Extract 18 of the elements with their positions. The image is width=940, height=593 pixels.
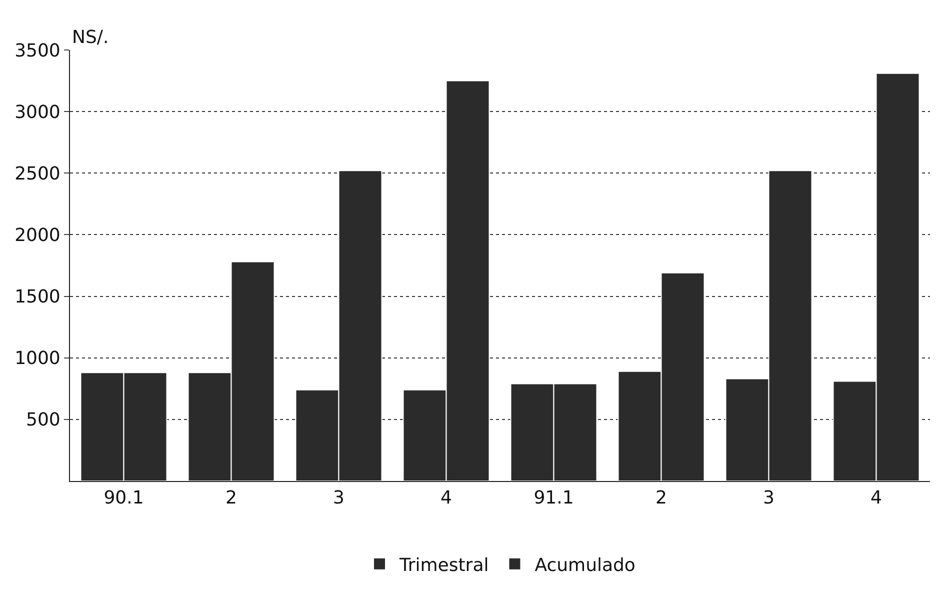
y-tick-label: 3000 [14,102,60,123]
x-tick-label: 91.1 [534,488,574,509]
y-tick-label: 500 [26,410,60,431]
legend-label: Acumulado [534,554,636,576]
x-tick-label: 3 [763,488,774,509]
x-tick-label: 4 [440,488,452,509]
x-tick-label: 3 [333,488,344,509]
x-tick-label: 2 [226,488,237,509]
x-tick-label: 2 [656,488,667,509]
y-axis-title: NS/. [72,27,109,48]
y-tick-label: 2500 [14,163,60,184]
y-tick-label: 1500 [14,286,60,308]
y-tick-label: 3500 [14,40,60,62]
y-tick-label: 1000 [14,348,60,370]
y-tick-label: 2000 [14,225,60,246]
legend-label: Trimestral [398,554,489,576]
x-tick-label: 90.1 [104,488,144,509]
x-tick-label: 4 [870,488,882,509]
